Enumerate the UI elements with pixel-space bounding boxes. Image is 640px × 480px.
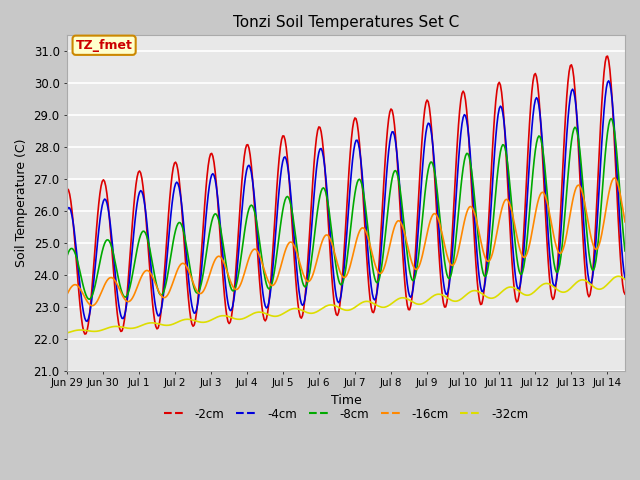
-32cm [614,274,622,279]
-16cm [474,226,482,232]
-4cm [300,301,307,307]
-16cm [611,175,618,181]
Line: -8cm: -8cm [67,119,625,299]
-4cm [377,256,385,262]
-16cm [88,303,95,309]
-16cm [300,272,307,278]
Y-axis label: Soil Temperature (C): Soil Temperature (C) [15,139,28,267]
Title: Tonzi Soil Temperatures Set C: Tonzi Soil Temperatures Set C [233,15,460,30]
-4cm [474,266,482,272]
-32cm [403,296,410,301]
-32cm [299,308,307,313]
Line: -4cm: -4cm [67,81,625,321]
-16cm [621,219,629,225]
-16cm [238,278,246,284]
-8cm [63,252,71,258]
-2cm [403,302,411,308]
-2cm [238,178,246,183]
-8cm [86,296,93,302]
-8cm [377,270,385,276]
Text: TZ_fmet: TZ_fmet [76,39,132,52]
-2cm [604,53,611,59]
-2cm [377,237,385,243]
-8cm [621,248,629,254]
-32cm [376,303,383,309]
-32cm [474,288,481,294]
-2cm [571,87,579,93]
-4cm [571,95,579,100]
-32cm [621,276,629,282]
-32cm [570,282,578,288]
-16cm [377,271,385,276]
-2cm [63,186,71,192]
-8cm [607,116,615,121]
-16cm [63,291,71,297]
-32cm [237,316,244,322]
-8cm [571,124,579,130]
-4cm [621,275,629,281]
Line: -2cm: -2cm [67,56,625,334]
-2cm [300,307,307,312]
-2cm [621,291,629,297]
-4cm [83,318,91,324]
-32cm [63,330,71,336]
-8cm [474,235,482,241]
Line: -16cm: -16cm [67,178,625,306]
-4cm [63,207,71,213]
-8cm [403,252,411,257]
Line: -32cm: -32cm [67,276,625,333]
-2cm [474,289,482,295]
-4cm [403,281,411,287]
-2cm [81,331,88,337]
X-axis label: Time: Time [331,394,362,407]
-8cm [300,283,307,288]
-4cm [238,207,246,213]
-8cm [238,248,246,253]
Legend: -2cm, -4cm, -8cm, -16cm, -32cm: -2cm, -4cm, -8cm, -16cm, -32cm [159,403,533,425]
-16cm [403,241,411,247]
-16cm [571,188,579,194]
-4cm [605,78,612,84]
